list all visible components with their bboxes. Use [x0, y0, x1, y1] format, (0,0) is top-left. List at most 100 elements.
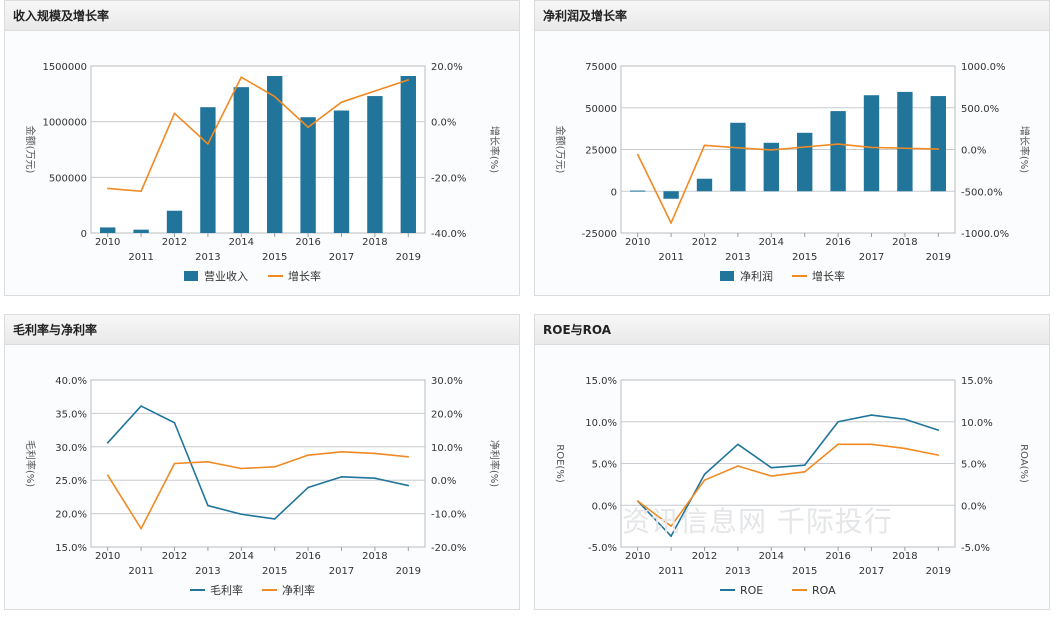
bar---2015: [267, 76, 283, 233]
bar---2010: [630, 190, 646, 192]
chart-revenue: 0 500000 1000000 1500000 -40.0% -20.0% 0.0% 20.…: [24, 62, 501, 283]
point-2014: [240, 76, 243, 78]
legend-label: 毛利率: [210, 583, 243, 597]
x-tick-label: 2014: [229, 237, 254, 248]
x-tick-label: 2017: [859, 566, 884, 577]
y-left-tick-label: 40.0%: [55, 376, 87, 387]
legend-label: 净利率: [282, 583, 315, 597]
y-left-tick-label: 50000: [585, 104, 617, 115]
legend-item: 净利润: [720, 269, 773, 283]
point-2018: [904, 147, 906, 150]
bar---2014: [233, 87, 249, 233]
x-tick-label: 2018: [892, 237, 917, 248]
point-2019: [407, 79, 410, 81]
y-left-tick-label: 15.0%: [55, 543, 87, 554]
y-right-tick-label: 30.0%: [431, 376, 463, 387]
panel-header: ROE与ROA: [535, 315, 1049, 345]
y-left-tick-label: 25.0%: [55, 476, 87, 487]
point-2018: [374, 452, 376, 455]
y-left-axis-title: 金额(万元): [24, 126, 37, 174]
legend-label: 增长率: [288, 269, 321, 283]
x-tick-label: 2019: [926, 252, 951, 263]
legend-label: 营业收入: [204, 269, 248, 283]
panel-revenue: 收入规模及增长率 0 500000 1000000 1500000 -40.0% -20.…: [4, 0, 520, 296]
panel-title: 净利润及增长率: [543, 9, 628, 23]
panel-header: 收入规模及增长率: [5, 1, 519, 31]
x-tick-label: 2018: [892, 551, 917, 562]
y-left-tick-label: 15.0%: [585, 376, 617, 387]
x-tick-label: 2016: [295, 237, 320, 248]
y-right-axis-title: 增长率(%): [1018, 126, 1031, 173]
x-tick-label: 2013: [195, 252, 220, 263]
y-left-axis-title: 金额(万元): [554, 126, 567, 174]
y-right-tick-label: 0.0%: [431, 118, 456, 129]
y-right-tick-label: 0.0%: [961, 146, 986, 157]
point-2018: [904, 447, 906, 450]
y-right-axis-title: 增长率(%): [488, 126, 501, 173]
bar---2011: [133, 229, 149, 233]
x-tick-label: 2016: [295, 551, 320, 562]
bar---2014: [763, 142, 779, 192]
point-2015: [273, 95, 276, 98]
y-right-tick-label: 0.0%: [961, 501, 986, 512]
point-2014: [770, 475, 773, 477]
legend-label: ROE: [740, 584, 763, 597]
x-tick-label: 2013: [195, 566, 220, 577]
point-2012: [173, 112, 176, 115]
x-tick-label: 2012: [162, 551, 187, 562]
y-left-tick-label: 0: [81, 229, 87, 240]
x-tick-label: 2019: [926, 566, 951, 577]
point-2010: [636, 153, 639, 156]
y-left-axis-title: ROE(%): [554, 444, 565, 483]
x-tick-label: 2010: [625, 551, 650, 562]
y-right-tick-label: 20.0%: [431, 409, 463, 420]
point-2016: [307, 126, 309, 129]
panel-header: 净利润及增长率: [535, 1, 1049, 31]
point-2011: [140, 405, 142, 407]
legend-item: 营业收入: [184, 269, 248, 283]
line--: [107, 405, 409, 520]
point-2014: [240, 513, 243, 516]
point-2013: [207, 461, 209, 463]
y-left-tick-label: -5.0%: [588, 543, 617, 554]
y-right-tick-label: 1000.0%: [961, 62, 1006, 73]
panel-net-profit: 净利润及增长率 -25000 0 25000 50000 75000 -1000.0% -5…: [534, 0, 1050, 296]
x-tick-label: 2012: [692, 237, 717, 248]
x-tick-label: 2015: [792, 252, 817, 263]
bar---2016: [300, 117, 316, 233]
point-2018: [374, 477, 376, 479]
bar---2017: [333, 110, 350, 233]
x-tick-label: 2011: [128, 566, 153, 577]
point-2012: [173, 462, 176, 465]
bar---2012: [166, 210, 183, 233]
bar---2019: [400, 76, 416, 233]
y-right-axis-title: 净利率(%): [488, 440, 501, 487]
y-left-tick-label: 500000: [49, 173, 87, 184]
point-2017: [870, 443, 873, 446]
y-right-tick-label: 15.0%: [961, 376, 993, 387]
y-right-tick-label: 0.0%: [431, 476, 456, 487]
x-tick-label: 2017: [329, 252, 354, 263]
legend-label: ROA: [812, 584, 836, 597]
point-2017: [870, 146, 873, 149]
y-right-tick-label: 10.0%: [961, 418, 993, 429]
point-2015: [803, 471, 806, 473]
bar---2010: [100, 227, 116, 233]
legend-item: 增长率: [792, 269, 845, 283]
point-2012: [703, 473, 706, 476]
x-tick-label: 2010: [95, 551, 120, 562]
point-2010: [106, 441, 109, 444]
point-2015: [803, 464, 806, 466]
x-tick-label: 2012: [692, 551, 717, 562]
point-2017: [340, 476, 343, 478]
point-2017: [340, 101, 343, 103]
legend-label: 净利润: [740, 269, 773, 283]
x-tick-label: 2016: [825, 551, 850, 562]
plot-area: [90, 379, 426, 548]
point-2011: [140, 527, 142, 530]
point-2017: [340, 451, 343, 453]
point-2011: [670, 525, 672, 527]
point-2019: [407, 456, 410, 458]
panel-title: ROE与ROA: [543, 323, 612, 337]
legend-swatch: [184, 271, 198, 281]
